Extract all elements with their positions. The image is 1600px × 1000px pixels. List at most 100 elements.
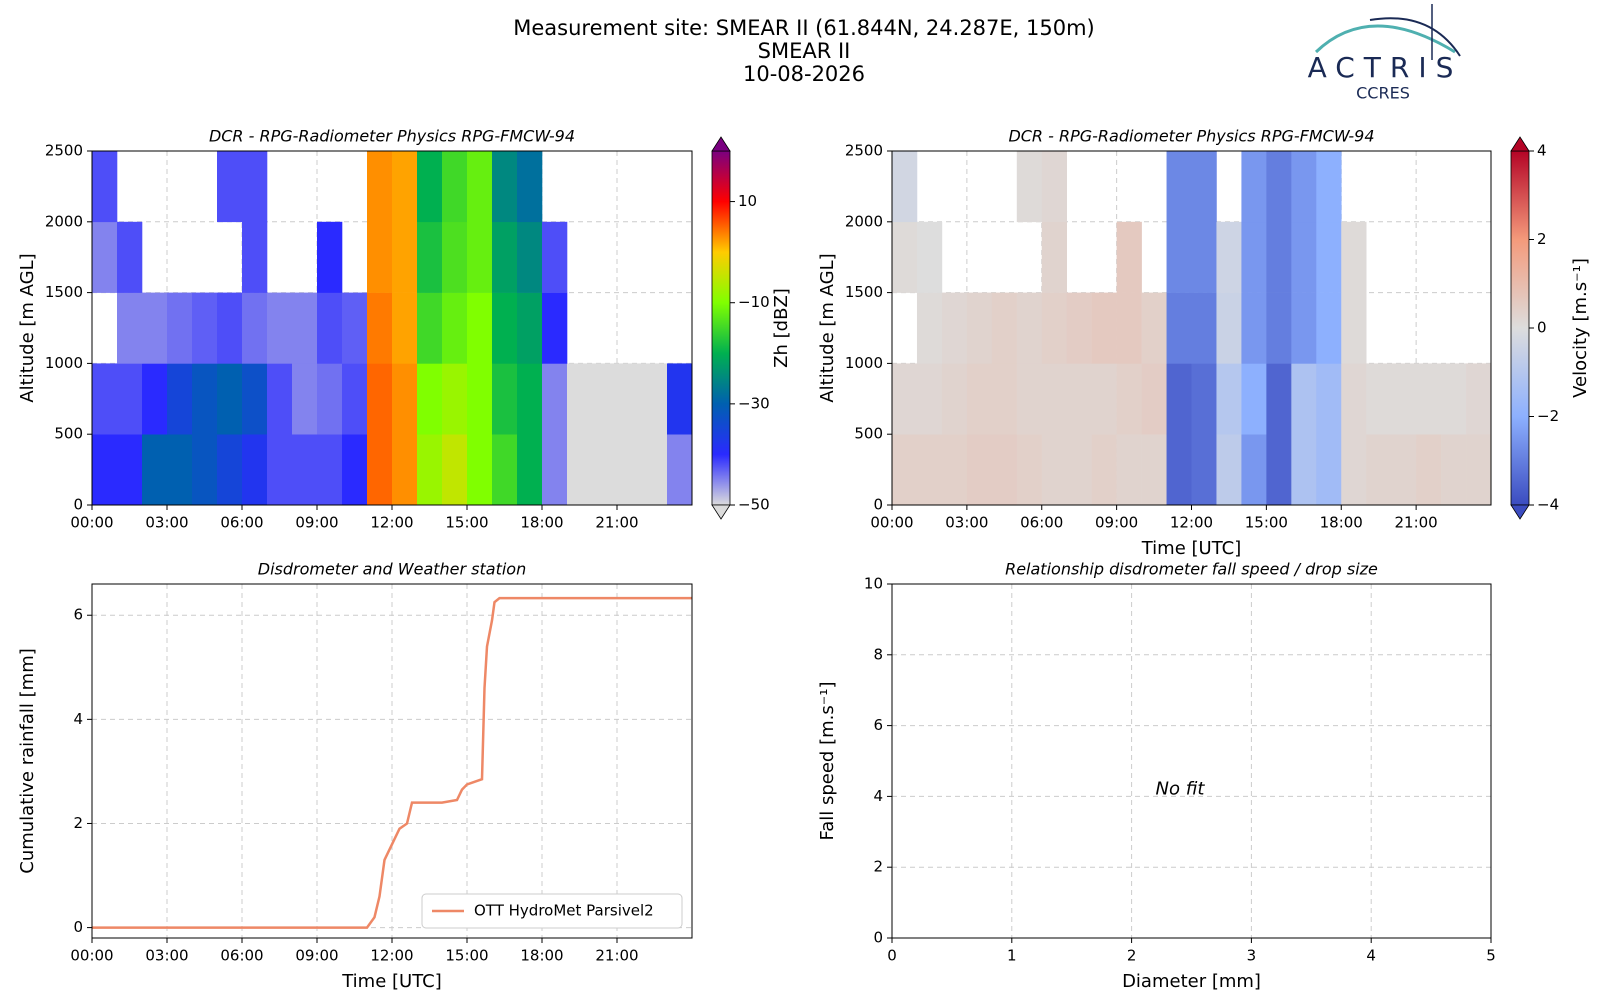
colorbar	[711, 150, 731, 506]
heatmap-cell	[417, 363, 443, 435]
heatmap-cell	[242, 292, 268, 364]
heatmap-cell	[617, 363, 643, 435]
panel-title: Relationship disdrometer fall speed / dr…	[1005, 560, 1378, 579]
heatmap-cell	[92, 434, 118, 506]
y-tick-label: 2500	[45, 142, 83, 160]
heatmap-cell	[1241, 363, 1267, 435]
logo-sub: CCRES	[1356, 84, 1410, 103]
heatmap-cell	[1141, 363, 1167, 435]
x-tick-label: 18:00	[520, 514, 563, 532]
heatmap-cell	[217, 151, 243, 223]
x-tick-label: 06:00	[1020, 514, 1063, 532]
heatmap-cell	[1291, 151, 1317, 223]
heatmap-cell	[542, 434, 568, 506]
header-line: Measurement site: SMEAR II (61.844N, 24.…	[513, 16, 1095, 40]
heatmap-cell	[892, 221, 918, 293]
heatmap-cell	[617, 434, 643, 506]
heatmap-cell	[367, 221, 393, 293]
y-tick-label: 4	[73, 710, 83, 728]
heatmap-cell	[892, 363, 918, 435]
heatmap-cell	[117, 434, 143, 506]
colorbar-extend	[1510, 136, 1530, 152]
plot-frame	[91, 583, 693, 939]
heatmap-cell	[417, 292, 443, 364]
x-tick-label: 5	[1486, 947, 1496, 965]
colorbar-tick-label: 2	[1537, 230, 1547, 248]
x-axis-label: Diameter [mm]	[1122, 971, 1261, 992]
logo: ACTRIS CCRES	[1308, 4, 1461, 103]
y-tick-label: 2	[73, 814, 83, 832]
heatmap-cell	[1191, 292, 1217, 364]
heatmap-cell	[1091, 292, 1117, 364]
x-tick-label: 2	[1127, 947, 1137, 965]
heatmap-cell	[1016, 292, 1043, 364]
x-tick-label: 12:00	[370, 947, 413, 965]
colorbar-tick-label: −30	[738, 394, 770, 412]
heatmap-cell	[1291, 292, 1317, 364]
annotation: No fit	[1156, 778, 1206, 799]
heatmap-cell	[1241, 221, 1267, 293]
heatmap-cell	[567, 434, 593, 506]
x-tick-label: 09:00	[295, 947, 338, 965]
heatmap-cell	[492, 434, 518, 506]
heatmap-cell	[467, 363, 493, 435]
heatmap-cell	[1466, 434, 1492, 506]
x-tick-label: 4	[1366, 947, 1376, 965]
heatmap-cell	[1041, 221, 1068, 293]
heatmap-cell	[217, 292, 243, 364]
colorbar-label: Zh [dBZ]	[771, 288, 792, 368]
heatmap-cell	[1341, 221, 1367, 293]
heatmap-cell	[267, 292, 293, 364]
y-tick-label: 10	[864, 575, 883, 593]
y-axis-label: Altitude [m AGL]	[817, 253, 838, 402]
heatmap-cell	[317, 363, 343, 435]
heatmap-cell	[1166, 221, 1192, 293]
panel-title: DCR - RPG-Radiometer Physics RPG-FMCW-94	[1008, 127, 1374, 146]
x-tick-label: 0	[887, 947, 897, 965]
colorbar-tick-label: 10	[738, 192, 757, 210]
heatmap-cell	[1191, 221, 1217, 293]
heatmap-cell	[1366, 363, 1392, 435]
legend-label: OTT HydroMet Parsivel2	[474, 902, 654, 920]
y-tick-label: 6	[873, 716, 883, 734]
colorbar-tick-label: 4	[1537, 142, 1547, 160]
heatmap-cell	[367, 434, 393, 506]
heatmap-cell	[991, 434, 1018, 506]
line	[92, 596, 692, 929]
heatmap-cell	[292, 292, 318, 364]
x-tick-label: 06:00	[220, 947, 263, 965]
heatmap-cell	[1166, 151, 1192, 223]
plot-frame	[891, 583, 1492, 939]
y-tick-label: 2500	[845, 142, 883, 160]
heatmap-cell	[1266, 221, 1292, 293]
heatmap-cell	[342, 434, 368, 506]
heatmap-cell	[117, 292, 143, 364]
y-tick-label: 0	[873, 929, 883, 947]
heatmap-cell	[417, 151, 443, 223]
x-tick-label: 18:00	[520, 947, 563, 965]
heatmap-cell	[517, 221, 543, 293]
heatmap-cell	[1116, 292, 1142, 364]
heatmap-cell	[1266, 363, 1292, 435]
heatmap-cell	[492, 151, 518, 223]
heatmap-cell	[1266, 292, 1292, 364]
heatmap-cell	[442, 434, 468, 506]
x-tick-label: 21:00	[595, 514, 638, 532]
heatmap-cell	[1066, 363, 1092, 435]
colorbar-tick-label: −50	[738, 496, 770, 514]
heatmap-cell	[1166, 292, 1192, 364]
heatmap-cell	[317, 434, 343, 506]
heatmap-cell	[1316, 434, 1342, 506]
heatmap-cell	[966, 363, 993, 435]
y-tick-label: 1000	[845, 354, 883, 372]
heatmap-cell	[442, 221, 468, 293]
heatmap-cell	[492, 363, 518, 435]
heatmap-cell	[941, 363, 968, 435]
heatmap-cell	[367, 292, 393, 364]
y-tick-label: 500	[854, 425, 883, 443]
y-tick-label: 0	[73, 918, 83, 936]
x-tick-label: 3	[1247, 947, 1257, 965]
heatmap-cell	[1141, 292, 1167, 364]
heatmap-cell	[1216, 292, 1242, 364]
